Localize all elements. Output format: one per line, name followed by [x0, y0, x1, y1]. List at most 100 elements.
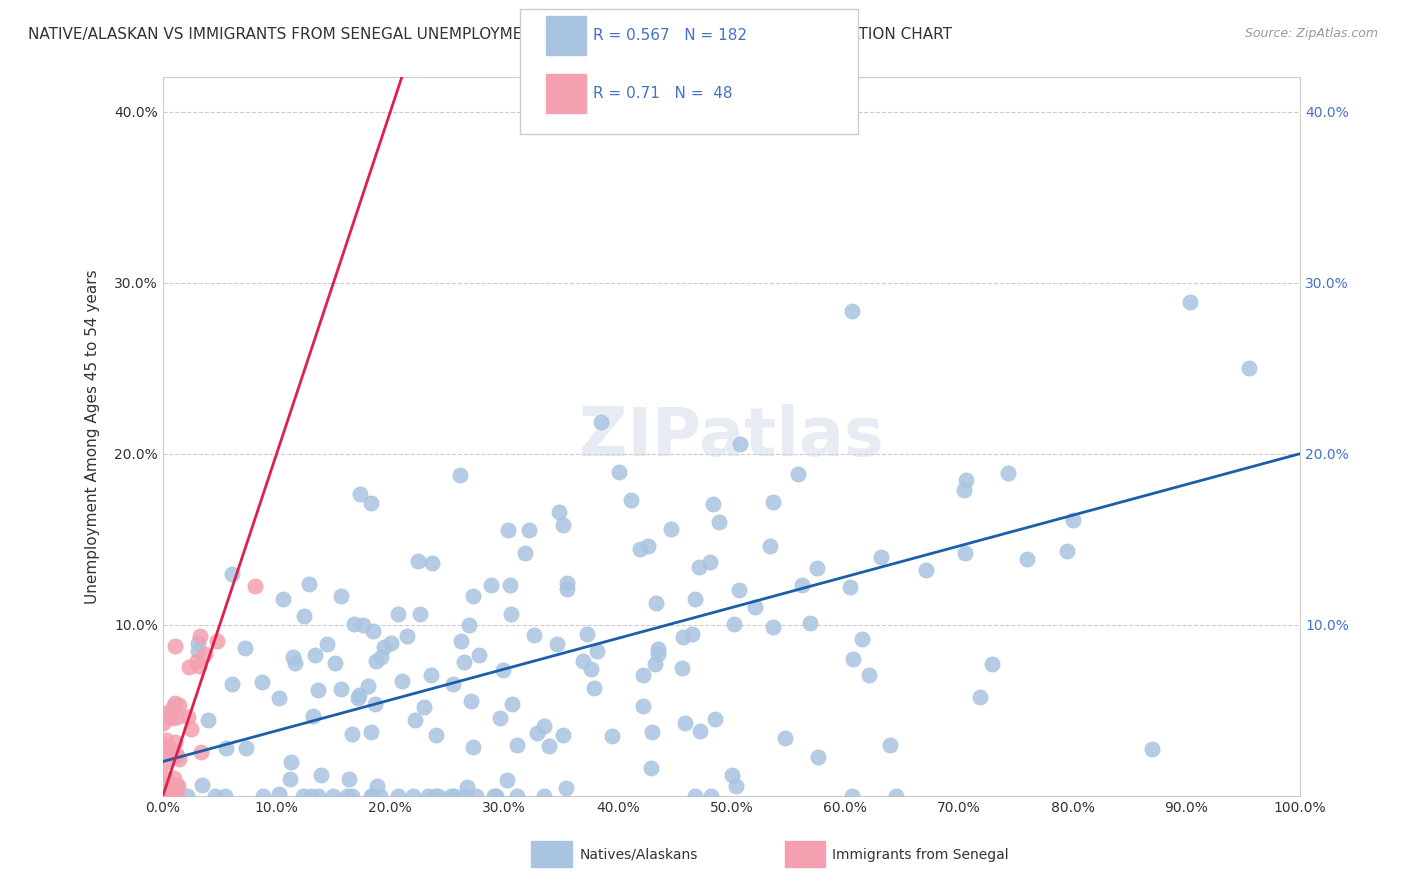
Point: [553, 518, 575, 533]
Point: [370, 649, 392, 664]
Point: [441, 676, 464, 690]
Point: [533, 789, 555, 803]
Point: [582, 681, 605, 695]
Point: [179, 660, 201, 674]
Point: [387, 607, 409, 621]
Text: Source: ZipAtlas.com: Source: ZipAtlas.com: [1244, 27, 1378, 40]
Point: [336, 789, 359, 803]
Text: NATIVE/ALASKAN VS IMMIGRANTS FROM SENEGAL UNEMPLOYMENT AMONG AGES 45 TO 54 YEARS: NATIVE/ALASKAN VS IMMIGRANTS FROM SENEGA…: [28, 27, 952, 42]
Point: [723, 616, 745, 631]
Point: [155, 789, 177, 803]
Point: [155, 732, 177, 747]
Point: [406, 554, 429, 568]
Point: [153, 756, 176, 770]
Point: [463, 589, 485, 603]
Point: [188, 629, 211, 643]
Point: [628, 541, 651, 556]
Point: [420, 556, 443, 570]
Point: [644, 657, 666, 672]
Point: [683, 592, 706, 607]
Point: [302, 709, 325, 723]
Point: [342, 789, 364, 803]
Point: [167, 752, 190, 766]
Point: [981, 657, 1004, 672]
Point: [221, 677, 243, 691]
Point: [284, 657, 307, 671]
Point: [1178, 295, 1201, 310]
Point: [515, 545, 537, 559]
Point: [1140, 741, 1163, 756]
Point: [160, 789, 183, 803]
Point: [347, 691, 370, 706]
Point: [683, 789, 706, 803]
Point: [166, 789, 188, 803]
Point: [278, 772, 301, 787]
Point: [152, 789, 174, 803]
Point: [644, 596, 666, 610]
Point: [637, 540, 659, 554]
Point: [187, 643, 209, 657]
Point: [554, 780, 576, 795]
Point: [997, 466, 1019, 480]
Point: [207, 633, 229, 648]
Point: [271, 591, 294, 606]
Point: [496, 524, 519, 538]
Point: [425, 728, 447, 742]
Point: [157, 710, 180, 724]
Point: [402, 789, 425, 803]
Point: [160, 789, 183, 803]
Point: [165, 747, 187, 761]
Point: [546, 637, 568, 651]
Point: [309, 768, 332, 782]
Point: [479, 578, 502, 592]
Point: [681, 626, 703, 640]
Point: [533, 719, 555, 733]
Point: [460, 694, 482, 708]
Point: [194, 647, 217, 661]
Point: [187, 636, 209, 650]
Point: [152, 715, 174, 730]
Point: [572, 654, 595, 668]
Point: [152, 789, 174, 803]
Point: [387, 789, 409, 803]
Point: [204, 789, 226, 803]
Point: [721, 767, 744, 781]
Point: [163, 735, 186, 749]
Point: [420, 668, 443, 682]
Point: [152, 789, 174, 803]
Point: [267, 787, 290, 801]
Point: [744, 600, 766, 615]
Text: R = 0.71   N =  48: R = 0.71 N = 48: [593, 87, 733, 101]
Point: [538, 739, 561, 754]
Point: [633, 699, 655, 714]
Point: [914, 563, 936, 577]
Point: [641, 725, 664, 739]
Point: [165, 696, 187, 710]
Point: [395, 629, 418, 643]
Point: [243, 579, 266, 593]
Point: [884, 789, 907, 803]
Text: Immigrants from Senegal: Immigrants from Senegal: [832, 847, 1010, 862]
Point: [953, 546, 976, 560]
Point: [418, 789, 440, 803]
Point: [707, 515, 730, 529]
Point: [555, 582, 578, 596]
Point: [1015, 552, 1038, 566]
Point: [156, 746, 179, 760]
Point: [454, 789, 477, 803]
Point: [299, 789, 322, 803]
Text: R = 0.567   N = 182: R = 0.567 N = 182: [593, 29, 748, 43]
Point: [841, 789, 863, 803]
Point: [152, 738, 174, 752]
Point: [155, 772, 177, 786]
Point: [360, 725, 382, 739]
Point: [153, 706, 176, 721]
Point: [214, 789, 236, 803]
Point: [349, 688, 371, 702]
Point: [163, 639, 186, 653]
Point: [858, 667, 880, 681]
Point: [1056, 544, 1078, 558]
Point: [235, 741, 257, 756]
Point: [315, 637, 337, 651]
Point: [499, 578, 522, 592]
